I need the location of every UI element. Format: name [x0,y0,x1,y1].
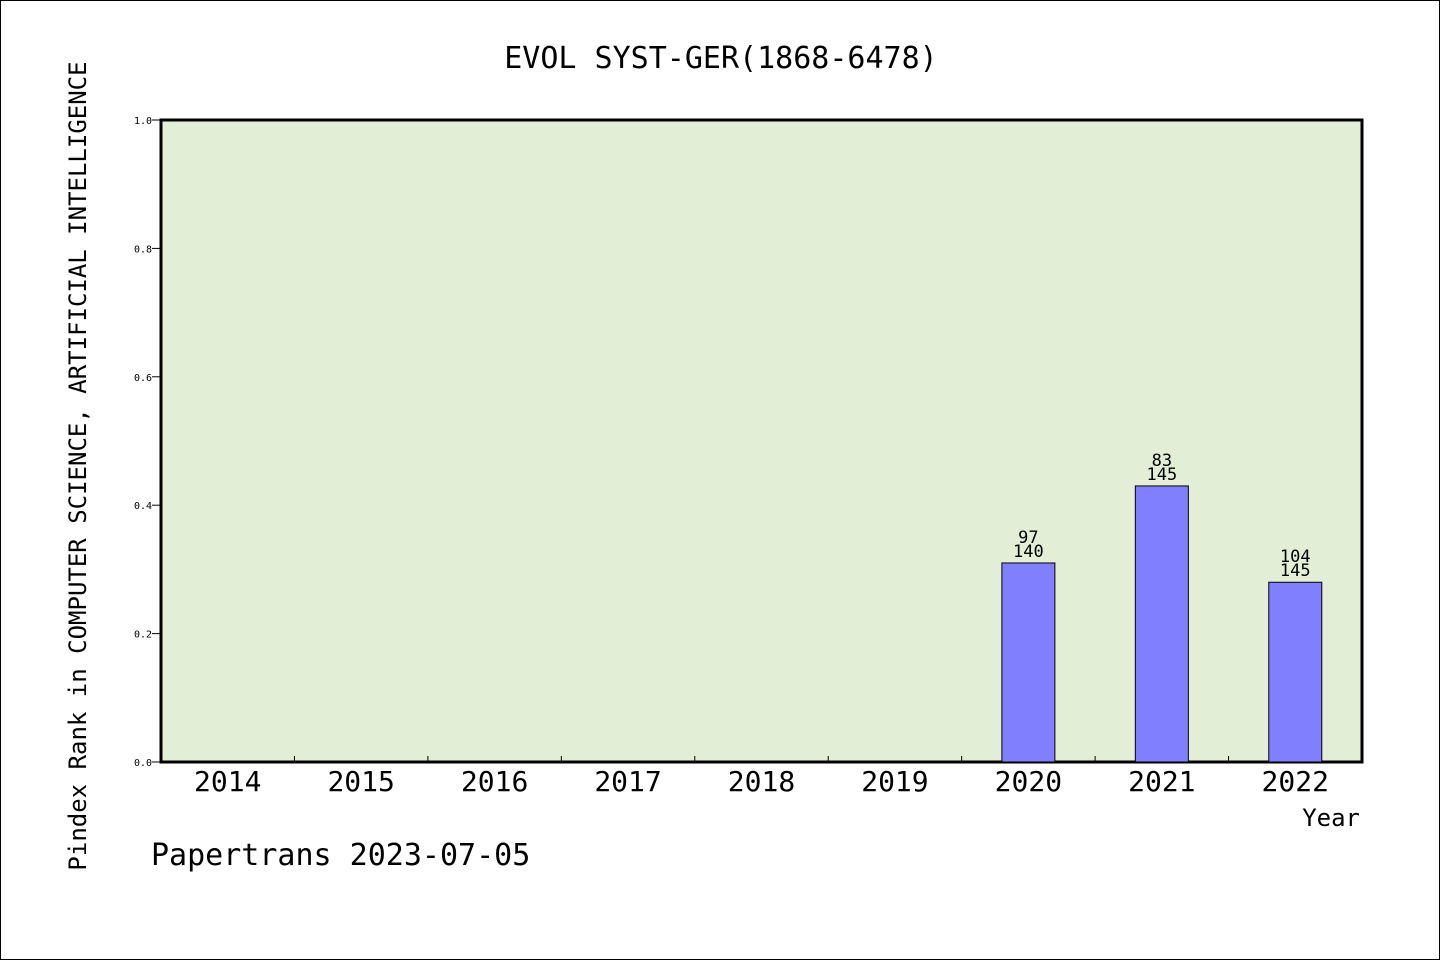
chart-title: EVOL SYST-GER(1868-6478) [504,41,937,76]
y-tick-label: 0.2 [134,630,152,641]
y-axis-ticks: 0.0 0.2 0.4 0.6 0.8 1.0 [134,116,161,769]
bar-rank-label: 97 [1018,528,1038,548]
bar-total-label: 145 [1280,561,1311,581]
bar-rank-label: 104 [1280,547,1311,567]
x-tick-label: 2022 [1262,765,1329,798]
x-axis-ticks: 2014 2015 2016 2017 2018 2019 2020 2021 2022 [194,756,1329,798]
x-tick-label: 2014 [194,765,261,798]
bar-2020 [1001,562,1056,763]
y-axis-label: Pindex Rank in COMPUTER SCIENCE, ARTIFIC… [64,61,92,870]
bar-total-label: 145 [1146,465,1177,485]
bar-total-label: 140 [1013,542,1044,562]
y-tick-label: 1.0 [134,116,152,127]
bar-rank-label: 83 [1152,451,1172,471]
x-axis-label: Year [1302,804,1360,832]
footer-credit: Papertrans 2023-07-05 [151,838,530,873]
x-tick-label: 2017 [594,765,661,798]
y-tick-label: 0.0 [134,758,152,769]
x-tick-label: 2016 [461,765,528,798]
x-tick-label: 2021 [1128,765,1195,798]
x-tick-label: 2015 [327,765,394,798]
x-tick-label: 2018 [728,765,795,798]
x-tick-label: 2019 [861,765,928,798]
y-tick-label: 0.4 [134,501,152,512]
bar-2022 [1268,581,1323,763]
y-tick-label: 0.6 [134,373,152,384]
y-tick-label: 0.8 [134,244,152,255]
bar-2021 [1134,485,1189,763]
bars [1001,485,1323,763]
x-tick-label: 2020 [995,765,1062,798]
